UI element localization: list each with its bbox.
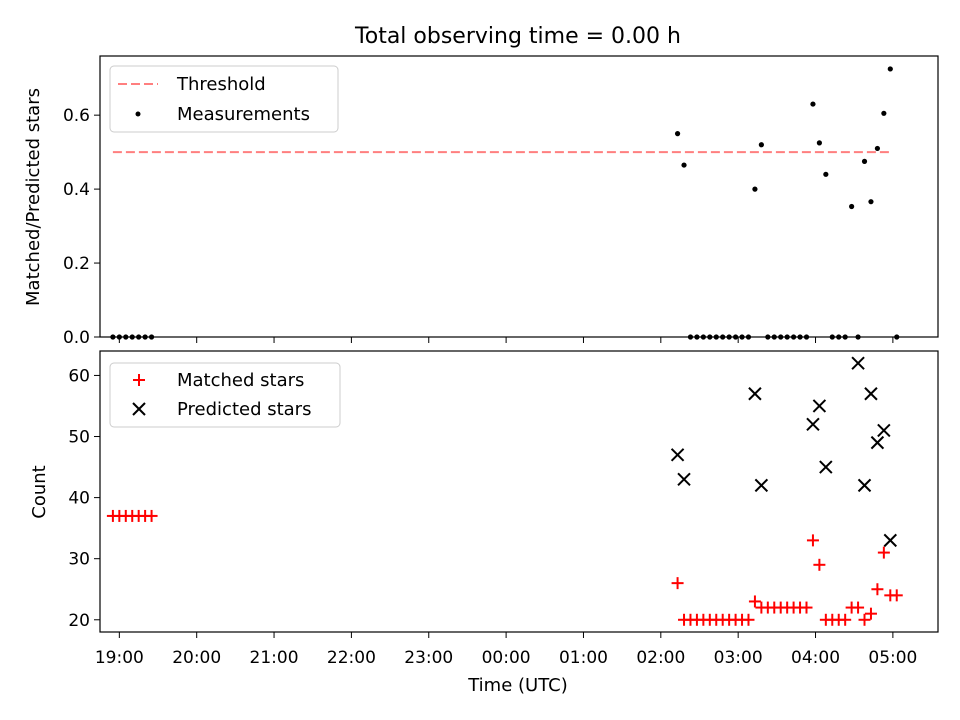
- measurement-point: [874, 145, 881, 152]
- predicted-point: [883, 533, 898, 548]
- x-tick-label: 04:00: [791, 648, 840, 668]
- measurement-point: [849, 203, 855, 210]
- bottom-x-ticks: 19:00 20:00 21:00 22:00 23:00 00:00 01:00 02:00…: [95, 632, 917, 668]
- predicted-point: [851, 356, 865, 370]
- measurement-point: [816, 140, 822, 146]
- predicted-point: [670, 448, 685, 462]
- matched-legend-label: Matched stars: [177, 370, 304, 391]
- predicted-point: [812, 399, 827, 413]
- y-tick-label: 0.2: [63, 254, 90, 274]
- measurement-point: [674, 131, 681, 137]
- top-y-axis-label: Matched/Predicted stars: [23, 88, 44, 306]
- y-tick-label: 0.4: [63, 180, 90, 200]
- y-tick-label: 20: [68, 611, 90, 631]
- bottom-plot-area: [106, 356, 903, 626]
- bottom-y-ticks: 20 30 40 50 60: [68, 366, 100, 631]
- measurement-point: [861, 158, 868, 164]
- threshold-legend-label: Threshold: [176, 74, 266, 95]
- matched-point: [742, 613, 755, 626]
- bottom-legend: Matched stars Predicted stars: [109, 362, 341, 428]
- matched-point: [839, 613, 852, 626]
- predicted-point: [857, 478, 872, 493]
- matched-point: [871, 583, 884, 596]
- x-tick-label: 21:00: [250, 648, 299, 668]
- matched-point: [671, 577, 684, 590]
- predicted-point: [806, 417, 820, 432]
- x-tick-label: 23:00: [404, 648, 453, 668]
- x-tick-label: 19:00: [95, 648, 144, 668]
- top-legend-box: [109, 65, 339, 133]
- x-tick-label: 01:00: [559, 648, 608, 668]
- x-tick-label: 05:00: [868, 648, 917, 668]
- predicted-point: [754, 478, 769, 493]
- measurement-point: [823, 171, 829, 177]
- predicted-point: [819, 460, 833, 474]
- measurement-point: [810, 101, 816, 107]
- matched-point: [890, 589, 903, 602]
- y-tick-label: 0.6: [63, 106, 90, 126]
- bottom-y-axis-label: Count: [29, 465, 50, 518]
- predicted-legend-label: Predicted stars: [177, 399, 311, 420]
- measurement-point: [868, 199, 874, 205]
- predicted-legend-swatch: [132, 402, 146, 416]
- matched-point: [864, 607, 877, 620]
- predicted-point: [677, 472, 691, 486]
- y-tick-label: 30: [68, 550, 90, 570]
- measurement-point: [887, 66, 893, 72]
- top-y-ticks: 0.0 0.2 0.4 0.6: [63, 106, 100, 348]
- matched-point: [852, 601, 865, 614]
- predicted-point: [748, 387, 762, 401]
- matched-point: [806, 534, 819, 547]
- y-tick-label: 50: [68, 428, 90, 448]
- y-tick-label: 60: [68, 366, 90, 386]
- x-tick-label: 20:00: [172, 648, 221, 668]
- matched-point: [858, 613, 871, 626]
- predicted-point: [870, 435, 885, 450]
- measurement-point: [681, 162, 687, 168]
- top-axes-frame: [99, 55, 939, 338]
- bottom-legend-box: [109, 362, 341, 428]
- x-axis-label: Time (UTC): [467, 675, 568, 696]
- predicted-point: [864, 387, 878, 401]
- chart-title: Total observing time = 0.00 h: [354, 24, 681, 49]
- x-tick-label: 02:00: [636, 648, 685, 668]
- measurements-legend-label: Measurements: [177, 104, 310, 125]
- top-legend: Threshold Measurements: [109, 65, 339, 133]
- matched-point: [748, 595, 761, 608]
- top-x-ticks: [118, 337, 894, 343]
- panel-top: 0.0 0.2 0.4 0.6 Matched/Predicted stars Thr…: [23, 55, 939, 348]
- x-tick-label: 03:00: [714, 648, 763, 668]
- bottom-axes-frame: [99, 350, 939, 633]
- matched-legend-swatch: [133, 374, 145, 386]
- measurement-point: [758, 142, 764, 148]
- matched-point: [813, 558, 826, 571]
- measurements-legend-swatch: [135, 111, 141, 117]
- matched-point: [877, 546, 890, 559]
- x-tick-label: 00:00: [482, 648, 531, 668]
- matched-point: [800, 601, 813, 614]
- y-tick-label: 40: [68, 489, 90, 509]
- measurement-point: [881, 110, 887, 116]
- matched-point: [145, 509, 158, 522]
- panel-bottom: 20 30 40 50 60 19:00 20:00 21:00 22:00 23:00 00:0…: [29, 350, 939, 696]
- x-tick-label: 22:00: [327, 648, 376, 668]
- measurement-point: [752, 186, 758, 192]
- y-tick-label: 0.0: [63, 328, 90, 348]
- predicted-point: [877, 423, 891, 438]
